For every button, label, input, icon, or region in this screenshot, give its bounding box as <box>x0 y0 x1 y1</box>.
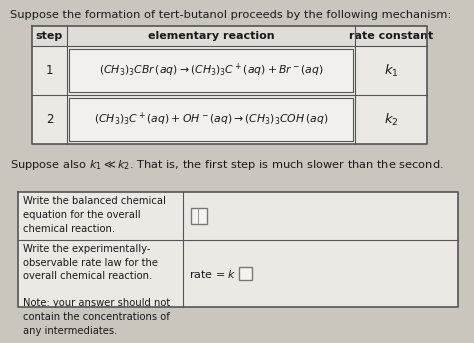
Bar <box>69 49 353 92</box>
Text: $(CH_3)_3C^+(aq) + OH^-(aq) \rightarrow (CH_3)_3COH\,(aq)$: $(CH_3)_3C^+(aq) + OH^-(aq) \rightarrow … <box>94 111 328 128</box>
Bar <box>32 26 427 144</box>
Text: elementary reaction: elementary reaction <box>148 31 274 41</box>
Text: 2: 2 <box>46 113 53 126</box>
Text: Suppose also $k_1 \ll k_2$. That is, the first step is much slower than the seco: Suppose also $k_1 \ll k_2$. That is, the… <box>10 158 444 172</box>
Bar <box>191 208 207 224</box>
Text: 1: 1 <box>46 64 53 77</box>
Text: rate = $k$: rate = $k$ <box>189 268 237 280</box>
Bar <box>32 26 427 46</box>
Text: step: step <box>36 31 63 41</box>
Text: Suppose the formation of tert-butanol proceeds by the following mechanism:: Suppose the formation of tert-butanol pr… <box>10 10 451 20</box>
Text: $(CH_3)_3CBr\,(aq) \rightarrow (CH_3)_3C^+(aq) + Br^-(aq)$: $(CH_3)_3CBr\,(aq) \rightarrow (CH_3)_3C… <box>99 62 323 79</box>
Bar <box>18 192 458 307</box>
Text: rate constant: rate constant <box>349 31 433 41</box>
Text: Write the experimentally-
observable rate law for the
overall chemical reaction.: Write the experimentally- observable rat… <box>23 244 170 335</box>
Text: Write the balanced chemical
equation for the overall
chemical reaction.: Write the balanced chemical equation for… <box>23 196 166 234</box>
Text: $k_1$: $k_1$ <box>383 62 398 79</box>
Bar <box>239 267 252 280</box>
Bar <box>69 98 353 141</box>
Text: $k_2$: $k_2$ <box>384 111 398 128</box>
